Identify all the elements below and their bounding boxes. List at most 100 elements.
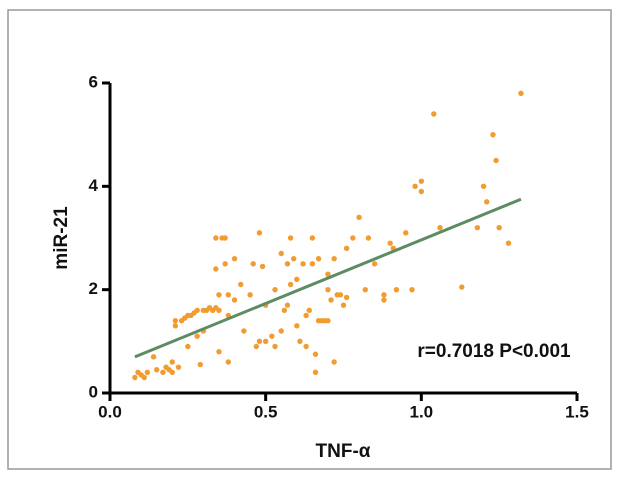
point [216, 307, 222, 314]
point [328, 297, 334, 303]
point [490, 131, 496, 138]
point [325, 317, 331, 324]
point [480, 183, 487, 190]
point [197, 361, 203, 368]
point [154, 367, 160, 373]
point [337, 292, 344, 298]
point [175, 364, 182, 370]
point [505, 240, 512, 246]
point [141, 374, 147, 381]
y-axis-label: miR-21 [51, 206, 72, 270]
point [238, 281, 244, 288]
point [290, 255, 297, 262]
point [216, 348, 222, 355]
point [185, 343, 191, 350]
point [287, 281, 294, 288]
point [172, 317, 179, 324]
point [259, 263, 266, 270]
point [281, 307, 288, 314]
point [278, 250, 284, 257]
point [213, 235, 219, 241]
point [132, 374, 138, 381]
point [431, 111, 437, 117]
point [225, 292, 232, 298]
point [387, 240, 393, 246]
point [172, 323, 179, 329]
point [437, 224, 443, 231]
point [365, 235, 372, 241]
point [169, 359, 175, 365]
point [418, 178, 425, 184]
point [474, 224, 481, 231]
point [284, 261, 291, 267]
point [403, 230, 409, 236]
x-tick-label: 0.5 [254, 402, 278, 421]
point [284, 302, 291, 308]
y-tick-label: 4 [89, 176, 99, 195]
point [144, 369, 151, 376]
point [309, 261, 316, 267]
point [194, 307, 200, 314]
y-tick-label: 6 [89, 72, 98, 91]
point [269, 333, 275, 339]
point [231, 297, 238, 303]
point [300, 261, 306, 267]
point [256, 230, 263, 236]
point [272, 343, 278, 350]
point [213, 266, 219, 272]
point [409, 286, 415, 293]
point [231, 255, 238, 262]
point [247, 292, 253, 298]
point [343, 245, 350, 252]
point [256, 338, 263, 345]
point [331, 255, 337, 262]
trend-line [134, 197, 522, 359]
point [241, 328, 247, 334]
point [496, 224, 502, 231]
point [309, 235, 316, 241]
point [356, 214, 362, 221]
point [518, 90, 524, 97]
point [306, 307, 312, 314]
point [350, 235, 356, 241]
point [262, 338, 269, 345]
point [484, 199, 490, 205]
point [160, 369, 166, 376]
point [250, 261, 256, 267]
point [222, 235, 228, 241]
frame [7, 9, 612, 470]
point [362, 286, 368, 293]
annotation: r=0.7018 P<0.001 [417, 341, 571, 362]
point [343, 294, 350, 301]
x-axis-label: TNF-α [316, 441, 371, 462]
point [381, 292, 387, 298]
point [325, 271, 331, 277]
point [303, 343, 309, 350]
point [312, 369, 319, 376]
point [315, 255, 322, 262]
x-tick-label: 1.5 [565, 402, 589, 421]
point [222, 261, 228, 267]
point [253, 343, 260, 350]
point [393, 286, 400, 293]
y-tick-label: 0 [89, 382, 98, 401]
point [412, 183, 418, 190]
point [331, 359, 337, 365]
point [325, 286, 331, 293]
point [459, 284, 465, 290]
point [169, 369, 175, 376]
point [272, 286, 278, 293]
point [312, 351, 319, 357]
point [381, 297, 387, 303]
point [303, 312, 309, 319]
point [194, 333, 200, 339]
point [297, 338, 303, 345]
point [418, 188, 425, 195]
y-tick-label: 2 [89, 279, 98, 298]
point [150, 354, 157, 360]
x-tick-label: 0.0 [98, 402, 122, 421]
point [493, 157, 499, 164]
point [294, 323, 300, 329]
point [225, 359, 232, 365]
point [371, 261, 378, 267]
